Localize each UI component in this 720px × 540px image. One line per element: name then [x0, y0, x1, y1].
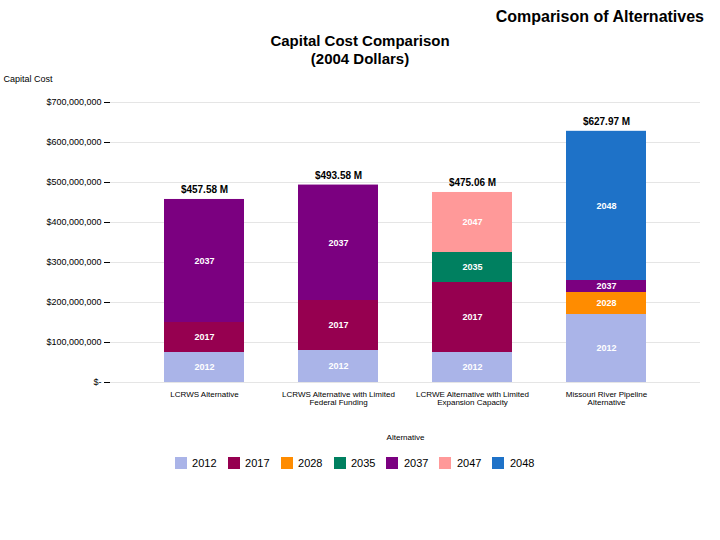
- svg-text:$-: $-: [93, 377, 101, 387]
- svg-text:LCRWS Alternative with Limited: LCRWS Alternative with LimitedFederal Fu…: [282, 390, 395, 407]
- svg-text:LCRWE Alternative with Limited: LCRWE Alternative with LimitedExpansion …: [416, 390, 529, 407]
- svg-text:$500,000,000: $500,000,000: [46, 177, 101, 187]
- svg-text:$200,000,000: $200,000,000: [46, 297, 101, 307]
- svg-text:LCRWS Alternative: LCRWS Alternative: [170, 390, 239, 399]
- svg-text:2012: 2012: [328, 361, 348, 371]
- svg-text:2037: 2037: [596, 281, 616, 291]
- svg-text:2012: 2012: [462, 362, 482, 372]
- svg-text:2012: 2012: [596, 343, 616, 353]
- html-text:2047: 2047: [457, 456, 482, 469]
- html-text:2017: 2017: [245, 456, 270, 469]
- svg-text:2035: 2035: [462, 262, 482, 272]
- svg-text:2017: 2017: [194, 332, 214, 342]
- svg-text:2037: 2037: [328, 238, 348, 248]
- svg-text:2017: 2017: [328, 320, 348, 330]
- svg-text:$600,000,000: $600,000,000: [46, 137, 101, 147]
- html-text:2028: 2028: [298, 456, 323, 469]
- html-text:2037: 2037: [404, 456, 429, 469]
- svg-text:2047: 2047: [462, 217, 482, 227]
- svg-text:2012: 2012: [194, 362, 214, 372]
- svg-text:Missouri River PipelineAlterna: Missouri River PipelineAlternative: [566, 390, 648, 407]
- svg-text:2037: 2037: [194, 256, 214, 266]
- svg-text:$475.06 M: $475.06 M: [449, 177, 496, 188]
- html-text:2035: 2035: [351, 456, 376, 469]
- svg-text:$100,000,000: $100,000,000: [46, 337, 101, 347]
- svg-text:$400,000,000: $400,000,000: [46, 217, 101, 227]
- html-text:Capital Cost Comparison (2004: Capital Cost Comparison (2004 Dollars): [270, 32, 450, 67]
- svg-text:$493.58 M: $493.58 M: [315, 170, 362, 181]
- html-text:2048: 2048: [510, 456, 535, 469]
- html-text:Comparison of Alternatives: Comparison of Alternatives: [495, 8, 704, 25]
- html-text:2012: 2012: [192, 456, 217, 469]
- svg-text:2017: 2017: [462, 312, 482, 322]
- svg-text:$300,000,000: $300,000,000: [46, 257, 101, 267]
- svg-text:Capital Cost: Capital Cost: [4, 74, 54, 84]
- svg-text:2048: 2048: [596, 201, 616, 211]
- svg-text:$457.58 M: $457.58 M: [181, 184, 228, 195]
- svg-text:2028: 2028: [596, 298, 616, 308]
- svg-text:Alternative: Alternative: [387, 433, 425, 442]
- svg-text:$700,000,000: $700,000,000: [46, 97, 101, 107]
- svg-text:$627.97 M: $627.97 M: [583, 116, 630, 127]
